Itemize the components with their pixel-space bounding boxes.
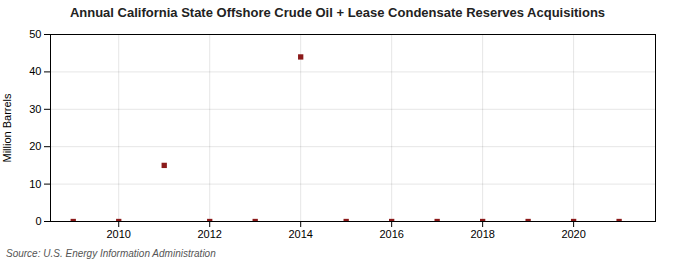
html-text:Source: U.S. Energy Informatio: Source: U.S. Energy Information Administ… — [6, 248, 216, 259]
svg-text:20: 20 — [29, 140, 41, 152]
svg-text:2014: 2014 — [288, 228, 312, 240]
svg-text:2018: 2018 — [470, 228, 494, 240]
svg-text:2012: 2012 — [197, 228, 221, 240]
svg-text:40: 40 — [29, 65, 41, 77]
svg-text:2016: 2016 — [379, 228, 403, 240]
svg-text:30: 30 — [29, 103, 41, 115]
svg-text:50: 50 — [29, 28, 41, 40]
svg-text:2020: 2020 — [561, 228, 585, 240]
svg-text:10: 10 — [29, 178, 41, 190]
html-text:Annual California State Offsho: Annual California State Offshore Crude O… — [69, 5, 606, 20]
svg-text:2010: 2010 — [106, 228, 130, 240]
svg-text:Million Barrels: Million Barrels — [1, 93, 13, 163]
svg-text:0: 0 — [35, 215, 41, 227]
